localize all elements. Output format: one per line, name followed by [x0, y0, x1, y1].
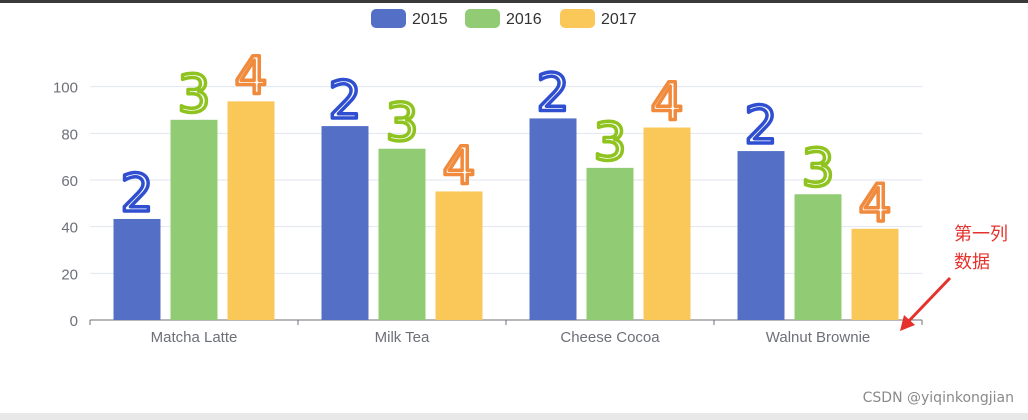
handwritten-digit: 4: [442, 136, 475, 196]
x-tick-label: Walnut Brownie: [766, 329, 871, 346]
bar: [113, 218, 161, 320]
handwritten-digit: 3: [385, 94, 418, 154]
handwritten-digit: 4: [650, 73, 683, 133]
bar: [737, 151, 785, 320]
x-tick-label: Cheese Cocoa: [560, 329, 660, 346]
bar: [586, 167, 634, 320]
bar: [227, 101, 275, 320]
x-axis: Matcha Latte Milk Tea Cheese Cocoa Walnut B…: [89, 319, 923, 346]
y-tick-label: 80: [61, 126, 78, 143]
handwritten-digit: 2: [328, 71, 361, 131]
x-tick-label: Matcha Latte: [151, 329, 238, 346]
y-tick-label: 0: [70, 313, 78, 330]
y-tick-label: 100: [53, 80, 78, 97]
watermark: CSDN @yiqinkongjian: [862, 390, 1014, 406]
note-annotation: 第一列 数据: [900, 224, 1008, 331]
legend-label: 2015: [412, 11, 448, 28]
bar: [529, 118, 577, 321]
bar: [643, 127, 691, 320]
handwritten-digit: 3: [801, 139, 834, 199]
note-text-line-1: 第一列: [954, 224, 1008, 245]
y-tick-label: 40: [61, 220, 78, 237]
legend-swatch: [371, 9, 406, 28]
legend-label: 2016: [506, 11, 542, 28]
legend: 2015 2016 2017: [371, 9, 637, 28]
handwritten-digit: 2: [744, 96, 777, 156]
y-axis: 0 20 40 60 80 100: [53, 80, 78, 330]
bar: [321, 126, 369, 320]
window-bottom-border: [0, 413, 1028, 420]
legend-swatch: [560, 9, 595, 28]
note-text-line-2: 数据: [954, 252, 990, 273]
bar: [794, 194, 842, 320]
bar: [170, 119, 218, 320]
window-top-border: [0, 0, 1028, 3]
handwritten-digit: 2: [536, 63, 569, 123]
x-tick-label: Milk Tea: [375, 329, 430, 346]
handwritten-digit: 3: [593, 113, 626, 173]
y-tick-label: 20: [61, 266, 78, 283]
note-arrow-line: [904, 276, 952, 326]
legend-label: 2017: [601, 11, 637, 28]
note-arrow-head: [900, 315, 915, 331]
bar: [435, 191, 483, 320]
y-tick-label: 60: [61, 173, 78, 190]
legend-swatch: [465, 9, 500, 28]
bar: [378, 148, 426, 320]
bars: [113, 101, 899, 321]
bar: [851, 228, 899, 320]
handwritten-digit: 4: [858, 174, 891, 234]
handwritten-digit: 4: [234, 46, 267, 106]
handwritten-digit: 3: [177, 65, 210, 125]
handwritten-digit: 2: [120, 164, 153, 224]
